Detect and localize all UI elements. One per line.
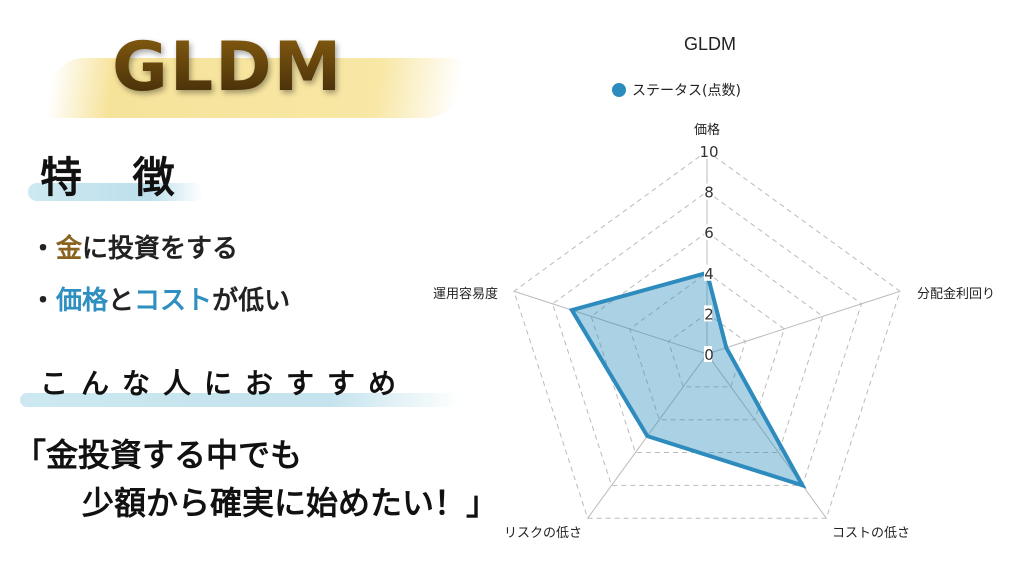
series-area [568, 270, 807, 489]
axis-spoke [513, 290, 708, 355]
blue-brush-decoration [28, 183, 203, 201]
highlight-price: 価格 [56, 286, 109, 316]
grid-ring [629, 272, 785, 421]
tick-label: 0 [704, 346, 714, 364]
bullet-text: が低い [212, 286, 291, 316]
tick-label: 10 [699, 143, 718, 161]
highlight-gold: 金 [56, 234, 83, 264]
category-label: 価格 [694, 122, 720, 138]
bullet-dot: ・ [30, 286, 57, 316]
tick-bg [704, 143, 712, 159]
bullet-text: に投資をする [82, 234, 239, 264]
chart-title: GLDM [683, 34, 736, 54]
category-label: 運用容易度 [433, 286, 498, 302]
category-label: 分配金利回り [917, 286, 995, 302]
grid-ring [551, 190, 863, 486]
bullet-dot: ・ [30, 234, 57, 264]
recommend-heading: こんな人におすすめ [40, 367, 410, 400]
page-title: GLDM [112, 28, 344, 107]
chart-legend: ステータス(点数) [612, 80, 741, 100]
bullet-text: と [108, 286, 135, 316]
tick-bg [704, 305, 712, 322]
quote-line-1: 「金投資する中でも [14, 436, 303, 474]
highlight-cost: コスト [134, 286, 213, 316]
bullet-gold: ・金に投資をする [30, 228, 238, 265]
quote-line-2: 少額から確実に始めたい！」 [82, 484, 499, 522]
axis-spoke [706, 290, 901, 355]
features-heading: 特 徴 [40, 153, 193, 202]
category-label: リスクの低さ [504, 526, 582, 541]
blue-brush-decoration [20, 393, 460, 407]
tick-label: 2 [704, 305, 714, 323]
tick-label: 8 [704, 184, 714, 202]
tick-bg [704, 224, 712, 241]
tick-label: 6 [704, 224, 714, 242]
tick-label: 4 [704, 265, 714, 283]
legend-marker [612, 83, 626, 97]
legend-label: ステータス(点数) [632, 83, 741, 99]
bullet-low-cost: ・価格とコストが低い [30, 280, 290, 317]
axis-spoke [706, 353, 827, 519]
category-label: コストの低さ [832, 526, 910, 541]
grid-ring [667, 312, 747, 388]
grid-ring [513, 150, 901, 519]
grid-ring [590, 231, 824, 454]
tick-bg [704, 264, 712, 281]
tick-bg [704, 346, 712, 362]
tick-bg [704, 183, 712, 200]
